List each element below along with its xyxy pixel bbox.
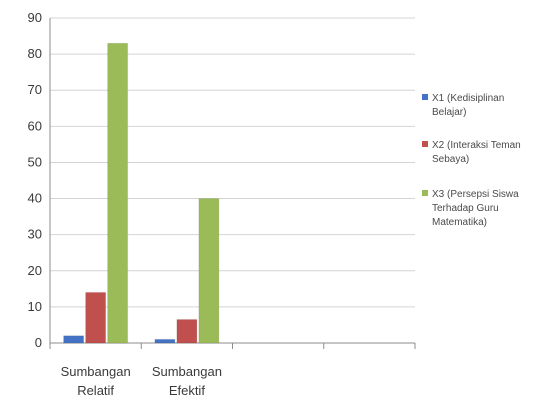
y-tick-label: 40: [28, 191, 42, 206]
y-tick-label: 10: [28, 299, 42, 314]
x-category-label: Sumbangan: [152, 364, 222, 379]
legend-swatch-1: [422, 94, 428, 100]
y-tick-label: 60: [28, 118, 42, 133]
legend-label: Terhadap Guru: [432, 203, 499, 214]
x-category-label: Efektif: [169, 383, 206, 398]
y-tick-label: 80: [28, 46, 42, 61]
bar-series-2-cat-2: [176, 319, 198, 344]
legend-label: Sebaya): [432, 154, 469, 165]
legend-label: X3 (Persepsi Siswa: [432, 189, 519, 200]
legend-label: Matematika): [432, 217, 487, 228]
bar-series-3-cat-1: [107, 42, 129, 344]
legend-label: X1 (Kedisiplinan: [432, 93, 504, 104]
y-tick-label: 50: [28, 154, 42, 169]
y-tick-label: 0: [35, 335, 42, 350]
bar-series-1-cat-1: [63, 335, 85, 344]
x-category-label: Relatif: [77, 383, 114, 398]
y-tick-label: 30: [28, 227, 42, 242]
legend-swatch-3: [422, 190, 428, 196]
x-category-label: Sumbangan: [61, 364, 131, 379]
y-tick-label: 70: [28, 82, 42, 97]
y-tick-label: 90: [28, 10, 42, 25]
legend-label: Belajar): [432, 107, 466, 118]
y-tick-label: 20: [28, 263, 42, 278]
legend-label: X2 (Interaksi Teman: [432, 140, 521, 151]
bar-series-2-cat-1: [85, 291, 107, 344]
bar-series-3-cat-2: [198, 198, 220, 344]
bar-series-1-cat-2: [154, 338, 176, 344]
legend-swatch-2: [422, 141, 428, 147]
